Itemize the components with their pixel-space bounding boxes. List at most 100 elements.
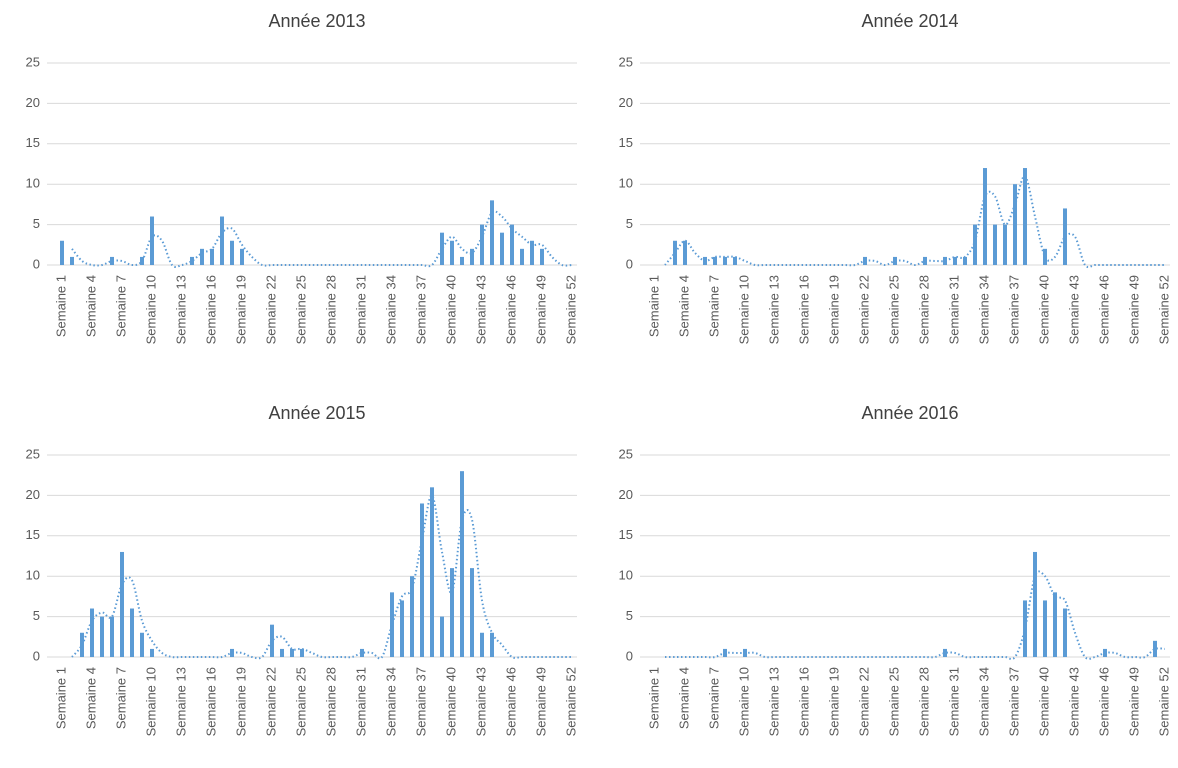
x-tick-label: Semaine 28	[916, 275, 931, 344]
bar	[360, 648, 364, 657]
y-tick-label: 5	[33, 608, 40, 623]
x-tick-label: Semaine 40	[1036, 275, 1051, 344]
x-tick-label: Semaine 10	[736, 275, 751, 344]
bar	[440, 616, 444, 657]
bar	[90, 608, 94, 657]
bar	[973, 224, 977, 265]
x-tick-label: Semaine 10	[143, 275, 158, 344]
bar	[130, 608, 134, 657]
x-tick-label: Semaine 34	[976, 667, 991, 736]
y-tick-label: 10	[619, 568, 633, 583]
bar	[500, 232, 504, 265]
bar	[893, 256, 897, 265]
x-tick-label: Semaine 19	[233, 667, 248, 736]
bar	[723, 256, 727, 265]
bar	[1023, 168, 1027, 265]
bar	[460, 471, 464, 657]
bar	[983, 168, 987, 265]
bar	[460, 256, 464, 265]
x-tick-label: Semaine 52	[1156, 667, 1171, 736]
bar	[440, 232, 444, 265]
x-tick-label: Semaine 43	[473, 275, 488, 344]
bar	[450, 240, 454, 265]
bar	[1043, 248, 1047, 265]
bar	[190, 256, 194, 265]
x-tick-label: Semaine 16	[203, 667, 218, 736]
x-tick-label: Semaine 49	[533, 667, 548, 736]
x-tick-label: Semaine 46	[1096, 275, 1111, 344]
x-tick-label: Semaine 16	[203, 275, 218, 344]
bar	[420, 503, 424, 657]
bar	[480, 632, 484, 657]
bar	[60, 240, 64, 265]
x-tick-label: Semaine 37	[1006, 667, 1021, 736]
y-tick-label: 20	[26, 487, 40, 502]
x-tick-label: Semaine 10	[143, 667, 158, 736]
y-tick-label: 10	[619, 176, 633, 191]
x-tick-label: Semaine 13	[173, 667, 188, 736]
x-tick-label: Semaine 10	[736, 667, 751, 736]
bar	[80, 632, 84, 657]
y-tick-label: 20	[619, 95, 633, 110]
moving-average	[71, 494, 572, 660]
x-tick-label: Semaine 43	[1066, 275, 1081, 344]
x-tick-label: Semaine 46	[503, 667, 518, 736]
x-tick-label: Semaine 19	[826, 667, 841, 736]
bar	[1003, 224, 1007, 265]
moving-average	[71, 210, 573, 268]
bar	[240, 248, 244, 265]
bar	[510, 224, 514, 265]
x-tick-label: Semaine 1	[53, 667, 68, 729]
y-tick-label: 25	[26, 54, 40, 69]
bar	[683, 240, 687, 265]
x-tick-label: Semaine 52	[563, 275, 578, 344]
bar	[280, 648, 284, 657]
bar	[963, 256, 967, 265]
bar	[450, 568, 454, 657]
bar	[713, 256, 717, 265]
bar	[1043, 600, 1047, 657]
x-tick-label: Semaine 31	[946, 667, 961, 736]
chart-title: Année 2014	[861, 11, 958, 31]
y-tick-label: 10	[26, 568, 40, 583]
moving-average	[664, 175, 1165, 269]
bar	[290, 648, 294, 657]
x-tick-label: Semaine 16	[796, 667, 811, 736]
x-tick-label: Semaine 46	[1096, 667, 1111, 736]
x-tick-label: Semaine 1	[646, 275, 661, 337]
y-tick-label: 20	[26, 95, 40, 110]
x-tick-label: Semaine 4	[83, 275, 98, 337]
y-tick-label: 25	[619, 446, 633, 461]
bar	[480, 224, 484, 265]
x-tick-label: Semaine 4	[676, 667, 691, 729]
bar	[470, 568, 474, 657]
y-tick-label: 0	[33, 256, 40, 271]
x-tick-label: Semaine 34	[383, 275, 398, 344]
bar	[120, 551, 124, 657]
y-tick-label: 25	[26, 446, 40, 461]
bar	[520, 248, 524, 265]
chart-title: Année 2015	[268, 403, 365, 423]
bar	[140, 256, 144, 265]
x-tick-label: Semaine 25	[293, 275, 308, 344]
x-tick-label: Semaine 28	[323, 667, 338, 736]
x-tick-label: Semaine 25	[886, 667, 901, 736]
bar	[540, 248, 544, 265]
x-tick-label: Semaine 34	[383, 667, 398, 736]
x-tick-label: Semaine 40	[1036, 667, 1051, 736]
bar	[410, 576, 414, 657]
bar	[673, 240, 677, 265]
y-tick-label: 5	[33, 216, 40, 231]
bar	[1033, 551, 1037, 657]
y-tick-label: 10	[26, 176, 40, 191]
bar	[110, 256, 114, 265]
bar	[733, 256, 737, 265]
bar	[110, 616, 114, 657]
x-tick-label: Semaine 1	[53, 275, 68, 337]
bar	[270, 624, 274, 657]
bar	[1063, 208, 1067, 265]
bar	[70, 256, 74, 265]
y-tick-label: 5	[626, 608, 633, 623]
x-tick-label: Semaine 37	[1006, 275, 1021, 344]
